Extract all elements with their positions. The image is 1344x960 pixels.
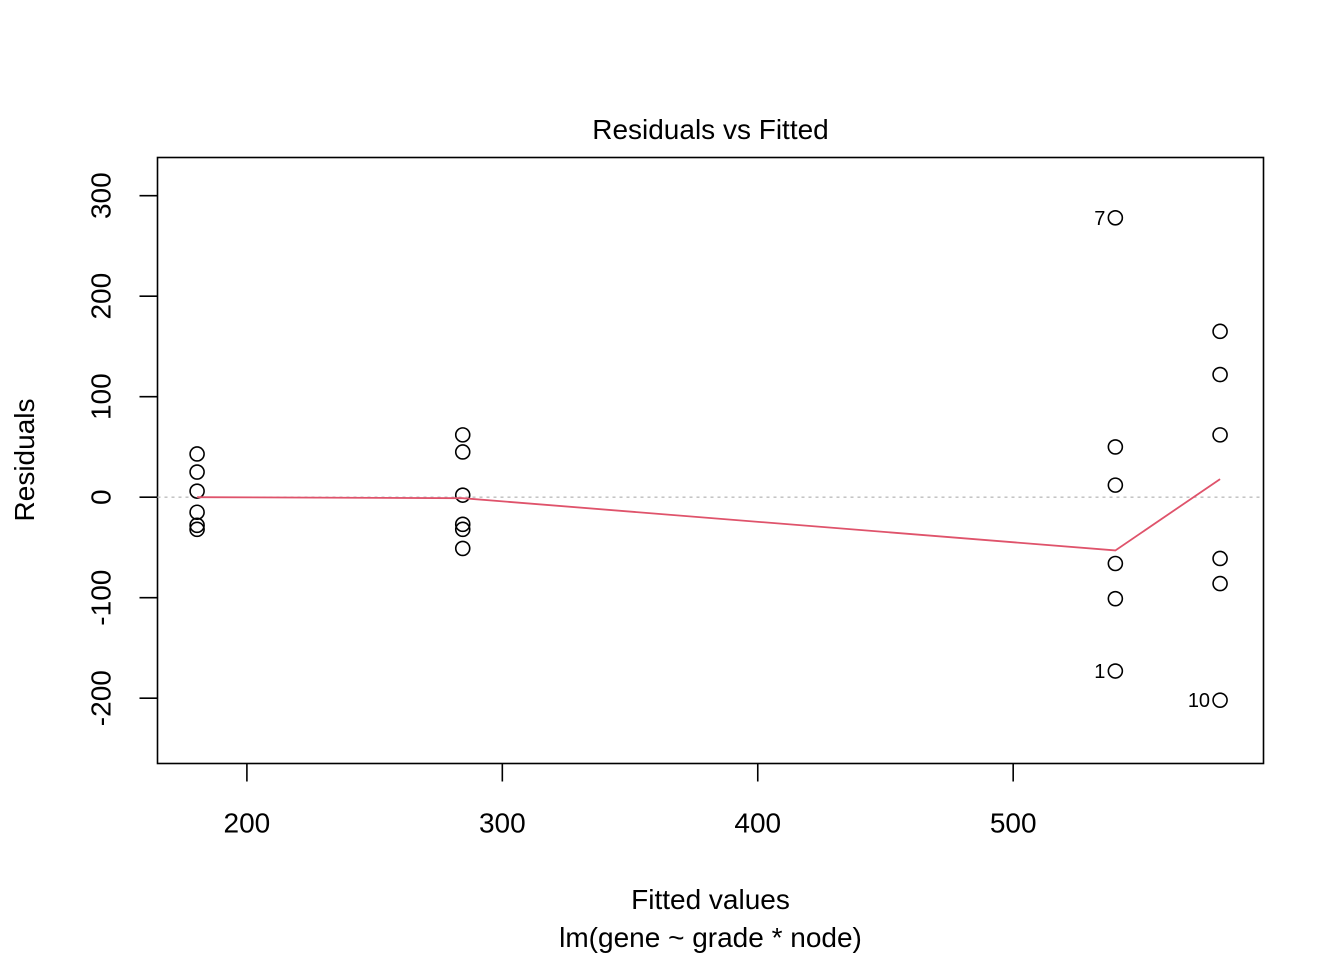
data-point xyxy=(454,521,471,538)
x-tick-label: 200 xyxy=(224,808,271,839)
data-point xyxy=(1107,555,1124,572)
y-tick-label: -100 xyxy=(86,570,117,626)
data-point xyxy=(1107,663,1124,679)
x-axis-subtitle: lm(gene ~ grade * node) xyxy=(559,922,862,953)
data-point xyxy=(1212,550,1228,567)
x-tick-label: 400 xyxy=(734,808,781,839)
data-point xyxy=(454,487,471,503)
y-axis: -200 -100 0 100 200 300 xyxy=(86,172,158,726)
plot-area: 200 300 400 500 -200 -100 0 100 200 300 7 1 10 xyxy=(86,156,1265,839)
data-point xyxy=(1107,209,1124,226)
point-label: 7 xyxy=(1094,208,1105,230)
plot-frame xyxy=(156,156,1265,765)
x-axis: 200 300 400 500 xyxy=(224,763,1037,839)
y-tick-label: 200 xyxy=(86,273,117,320)
data-point xyxy=(1107,439,1124,455)
x-tick-label: 500 xyxy=(990,808,1037,839)
data-point xyxy=(1212,323,1228,340)
point-labels: 7 1 10 xyxy=(1094,208,1210,712)
data-point xyxy=(189,483,205,499)
data-point xyxy=(454,540,471,557)
data-point xyxy=(189,504,205,521)
data-point xyxy=(189,521,205,538)
chart-title: Residuals vs Fitted xyxy=(592,114,829,145)
point-label: 1 xyxy=(1094,661,1105,683)
data-point xyxy=(189,464,205,480)
data-point xyxy=(1212,692,1228,708)
residual-points xyxy=(189,209,1228,708)
y-tick-label: 100 xyxy=(86,373,117,420)
data-point xyxy=(454,444,471,460)
y-tick-label: 300 xyxy=(86,172,117,219)
x-tick-label: 300 xyxy=(479,808,526,839)
data-point xyxy=(454,516,471,533)
x-axis-title: Fitted values xyxy=(631,884,790,915)
smoother-line xyxy=(197,478,1221,552)
data-point xyxy=(189,446,205,462)
data-point xyxy=(1212,427,1228,443)
y-axis-title: Residuals xyxy=(9,399,40,522)
data-point xyxy=(1107,477,1124,493)
data-point xyxy=(1212,366,1228,383)
data-point xyxy=(1212,575,1228,592)
y-tick-label: -200 xyxy=(86,670,117,726)
y-tick-label: 0 xyxy=(86,489,117,505)
point-label: 10 xyxy=(1188,690,1210,712)
data-point xyxy=(189,517,205,534)
data-point xyxy=(1107,590,1124,607)
data-point xyxy=(454,427,471,443)
